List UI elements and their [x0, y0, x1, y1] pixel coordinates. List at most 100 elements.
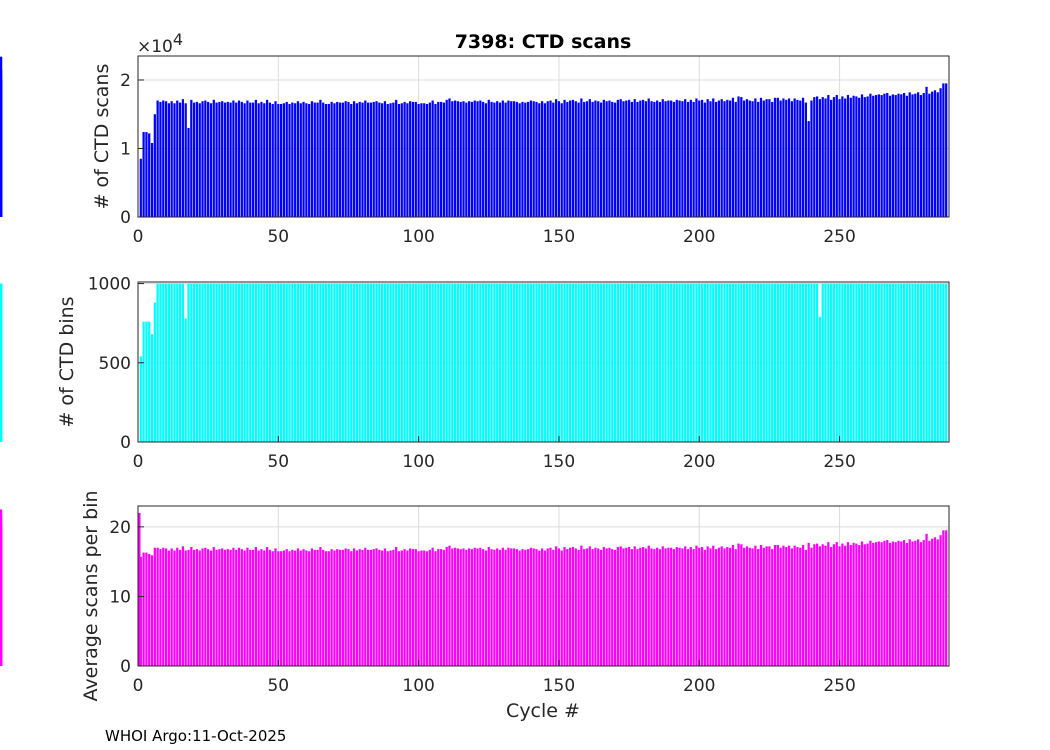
bar — [815, 283, 819, 442]
bar — [409, 283, 412, 442]
bar — [818, 99, 822, 217]
bar — [400, 103, 403, 217]
bar — [310, 548, 314, 666]
bar — [779, 283, 782, 442]
bar — [406, 283, 409, 442]
bar — [933, 90, 937, 217]
bar — [235, 102, 238, 217]
bar — [846, 283, 850, 442]
bar — [493, 102, 496, 217]
bar — [150, 334, 154, 442]
bar — [796, 547, 799, 666]
x-axis-label: Cycle # — [506, 700, 580, 722]
bar — [226, 549, 229, 666]
bar — [905, 283, 909, 442]
bar — [888, 283, 892, 442]
bar — [316, 549, 319, 666]
bar — [580, 98, 583, 217]
bar — [563, 547, 566, 666]
x-tick-label: 200 — [683, 452, 715, 472]
bar — [164, 101, 168, 217]
bar — [813, 283, 816, 442]
bar — [322, 283, 325, 442]
bar — [605, 548, 608, 666]
bar — [583, 549, 586, 666]
bar — [748, 100, 751, 217]
bar — [330, 549, 333, 666]
bar — [316, 283, 319, 442]
bar — [599, 549, 603, 666]
bar — [650, 548, 653, 666]
bar — [824, 283, 827, 442]
bar — [162, 547, 165, 666]
bar — [372, 549, 375, 666]
bar — [366, 283, 370, 442]
bar — [476, 548, 479, 666]
bar — [925, 283, 928, 442]
bar — [672, 101, 676, 217]
bar — [776, 97, 779, 217]
bar — [925, 533, 928, 666]
bar — [737, 96, 740, 217]
bar — [148, 133, 151, 217]
bar — [532, 283, 535, 442]
bar — [860, 541, 864, 666]
bar — [496, 548, 499, 666]
bar — [184, 318, 187, 442]
bar — [928, 540, 931, 666]
bar — [818, 546, 822, 666]
bar — [664, 283, 667, 442]
x-tick-label: 250 — [823, 676, 855, 696]
bar — [369, 102, 373, 217]
bar — [883, 93, 886, 217]
bar — [468, 101, 471, 217]
bar — [350, 103, 353, 217]
bar — [493, 549, 496, 666]
bar — [801, 97, 805, 217]
bar — [810, 100, 813, 217]
bar — [642, 99, 645, 217]
bar — [728, 100, 732, 217]
bar — [451, 283, 454, 442]
bar — [698, 283, 701, 442]
bar — [905, 542, 909, 666]
bar — [215, 102, 218, 217]
bar — [698, 547, 701, 666]
bar — [630, 549, 634, 666]
bar — [251, 102, 255, 217]
bar — [232, 547, 235, 666]
bar — [372, 283, 375, 442]
bar — [526, 101, 530, 217]
bar — [274, 101, 277, 217]
bar — [689, 99, 692, 217]
bar — [538, 103, 541, 217]
bar — [336, 101, 339, 217]
bar — [838, 99, 841, 217]
bar — [692, 101, 695, 217]
bar — [392, 283, 395, 442]
bar — [434, 103, 437, 217]
bar — [453, 547, 457, 666]
bar — [571, 99, 575, 217]
bar — [653, 549, 656, 666]
x-tick-label: 150 — [543, 227, 575, 247]
y-tick-label: 500 — [99, 354, 131, 374]
bar — [381, 103, 384, 217]
bar — [417, 103, 420, 217]
bar — [350, 551, 353, 666]
bar — [939, 88, 942, 217]
bar — [706, 546, 709, 666]
bar — [810, 283, 813, 442]
bar — [198, 550, 201, 666]
y-tick-label: 1 — [120, 139, 131, 159]
bar — [383, 283, 387, 442]
bar — [453, 283, 457, 442]
bar — [139, 158, 142, 217]
bar — [745, 99, 749, 217]
bar — [886, 540, 889, 666]
bar — [608, 100, 611, 217]
bar — [378, 102, 381, 217]
bar — [874, 283, 878, 442]
bar — [316, 102, 319, 217]
bar — [625, 100, 628, 217]
